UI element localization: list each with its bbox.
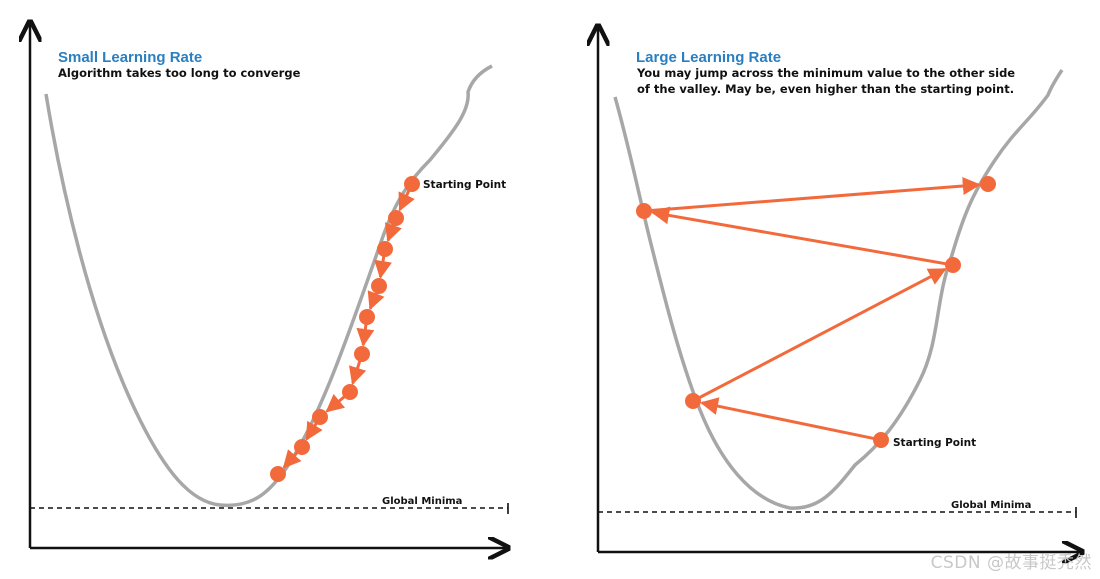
right-panel-description-line-1: You may jump across the minimum value to… xyxy=(636,66,1015,80)
right-step-arrow xyxy=(651,206,947,266)
left-step-point xyxy=(354,346,370,362)
left-step-point xyxy=(404,176,420,192)
left-step-point xyxy=(342,384,358,400)
left-loss-curve xyxy=(44,64,493,508)
right-panel-description-line-2: of the valley. May be, even higher than … xyxy=(637,82,1014,96)
right-starting-point-label: Starting Point xyxy=(893,437,976,449)
left-step-arrow xyxy=(384,222,402,243)
left-step-point xyxy=(377,241,393,257)
right-loss-curve xyxy=(613,69,1064,510)
left-step-arrow xyxy=(367,290,385,311)
right-step-point xyxy=(636,203,652,219)
left-step-point xyxy=(388,210,404,226)
right-step-arrow xyxy=(650,176,981,212)
right-step-point xyxy=(980,176,996,192)
left-step-group xyxy=(270,176,420,482)
left-step-arrow xyxy=(325,393,346,413)
watermark: CSDN @故事挺秃然 xyxy=(930,553,1092,573)
right-step-group xyxy=(636,176,996,448)
left-global-minima-label: Global Minima xyxy=(382,496,462,507)
right-step-point xyxy=(945,257,961,273)
left-step-point xyxy=(371,278,387,294)
left-step-arrow xyxy=(305,420,323,441)
left-panel-title: Small Learning Rate xyxy=(58,49,202,66)
left-step-arrow xyxy=(282,449,302,469)
right-panel-title: Large Learning Rate xyxy=(636,49,781,66)
left-step-arrow xyxy=(349,360,367,386)
left-step-point xyxy=(312,409,328,425)
left-panel-description: Algorithm takes too long to converge xyxy=(58,66,301,80)
left-step-arrow xyxy=(374,255,392,279)
left-step-point xyxy=(294,439,310,455)
left-step-arrow xyxy=(356,323,375,347)
right-panel: Large Learning Rate You may jump across … xyxy=(598,28,1080,552)
right-step-arrow xyxy=(698,267,947,400)
right-global-minima-label: Global Minima xyxy=(951,500,1031,511)
right-step-arrow xyxy=(700,397,875,441)
right-step-point xyxy=(685,393,701,409)
left-starting-point-label: Starting Point xyxy=(423,179,506,191)
right-step-point xyxy=(873,432,889,448)
left-step-point xyxy=(270,466,286,482)
left-panel: Small Learning Rate Algorithm takes too … xyxy=(30,24,508,548)
left-step-point xyxy=(359,309,375,325)
left-step-arrow xyxy=(398,189,415,212)
